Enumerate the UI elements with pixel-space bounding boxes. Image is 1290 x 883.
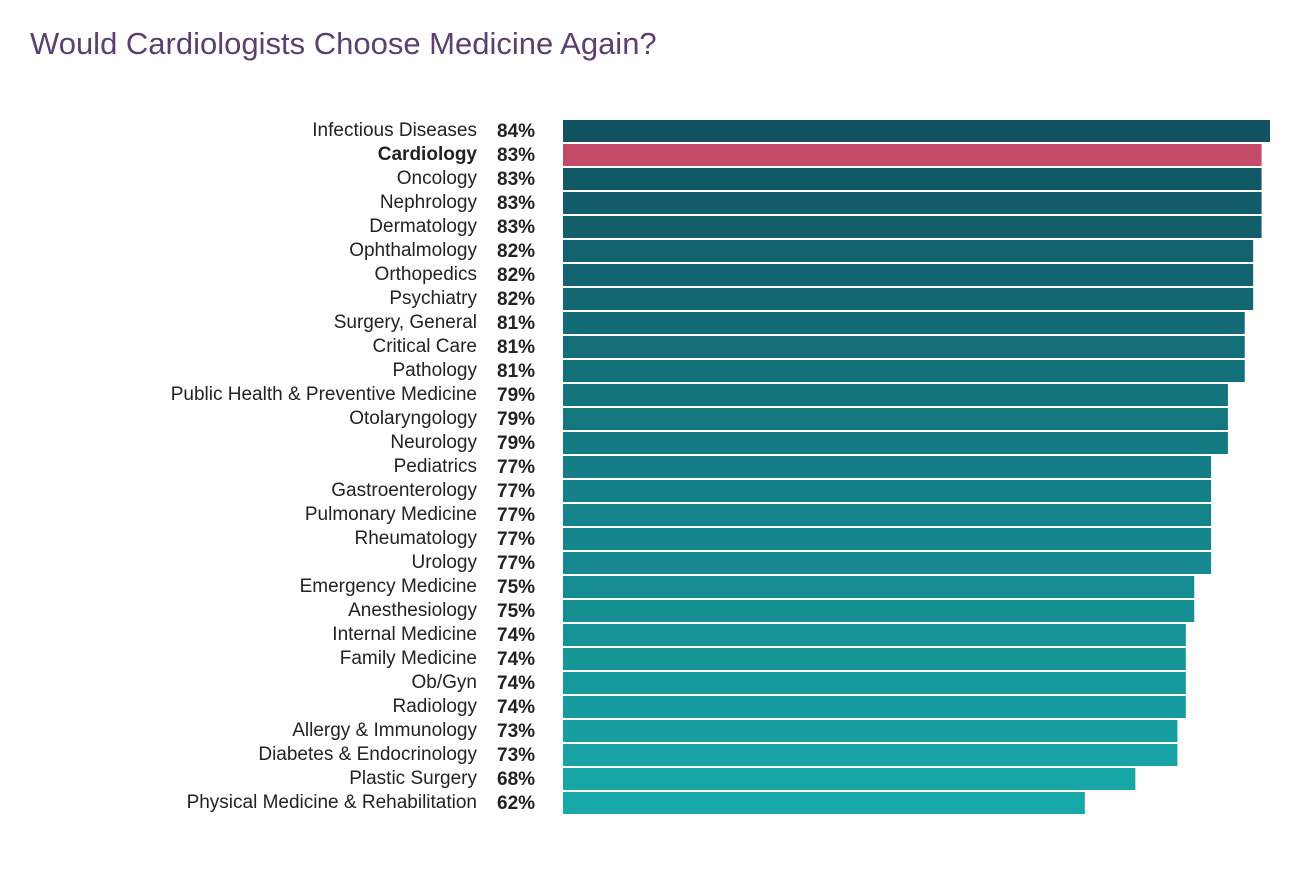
- value-label: 77%: [497, 481, 535, 502]
- value-label: 68%: [497, 769, 535, 790]
- bar: [563, 384, 1228, 406]
- value-label: 82%: [497, 265, 535, 286]
- value-label: 81%: [497, 337, 535, 358]
- bar: [563, 312, 1245, 334]
- bar: [563, 456, 1212, 478]
- category-label: Emergency Medicine: [300, 576, 477, 597]
- category-label: Pulmonary Medicine: [305, 504, 477, 525]
- category-label: Ophthalmology: [349, 240, 477, 261]
- bar: [563, 696, 1186, 718]
- value-label: 77%: [497, 505, 535, 526]
- bar: [563, 720, 1178, 742]
- bar: [563, 648, 1186, 670]
- category-label: Radiology: [393, 696, 478, 717]
- category-label: Otolaryngology: [349, 408, 477, 429]
- bar: [563, 120, 1270, 142]
- bar: [563, 792, 1085, 814]
- value-label: 79%: [497, 409, 535, 430]
- bar: [563, 360, 1245, 382]
- bar: [563, 768, 1136, 790]
- category-label: Family Medicine: [340, 648, 477, 669]
- category-label: Gastroenterology: [331, 480, 477, 501]
- category-label: Diabetes & Endocrinology: [258, 744, 477, 765]
- value-label: 77%: [497, 553, 535, 574]
- bar: [563, 192, 1262, 214]
- category-label: Physical Medicine & Rehabilitation: [187, 792, 477, 813]
- bar: [563, 216, 1262, 238]
- value-label: 75%: [497, 577, 535, 598]
- bar: [563, 288, 1254, 310]
- bar: [563, 432, 1228, 454]
- category-label: Plastic Surgery: [349, 768, 477, 789]
- category-label: Psychiatry: [389, 288, 477, 309]
- bar: [563, 672, 1186, 694]
- category-label: Public Health & Preventive Medicine: [171, 384, 477, 405]
- value-label: 62%: [497, 793, 535, 814]
- category-label: Dermatology: [369, 216, 477, 237]
- category-label: Cardiology: [378, 144, 478, 165]
- bar: [563, 240, 1254, 262]
- bar: [563, 552, 1212, 574]
- chart-title: Would Cardiologists Choose Medicine Agai…: [30, 26, 657, 61]
- value-label: 83%: [497, 217, 535, 238]
- category-label: Pathology: [392, 360, 477, 381]
- bar: [563, 744, 1178, 766]
- value-label: 77%: [497, 529, 535, 550]
- bar: [563, 336, 1245, 358]
- value-label: 74%: [497, 625, 535, 646]
- value-label: 81%: [497, 313, 535, 334]
- category-label: Nephrology: [380, 192, 478, 213]
- category-label: Rheumatology: [354, 528, 477, 549]
- bar: [563, 408, 1228, 430]
- value-label: 77%: [497, 457, 535, 478]
- bar: [563, 144, 1262, 166]
- bar: [563, 168, 1262, 190]
- value-label: 75%: [497, 601, 535, 622]
- category-label: Oncology: [397, 168, 478, 189]
- value-label: 74%: [497, 697, 535, 718]
- value-label: 79%: [497, 433, 535, 454]
- category-label: Allergy & Immunology: [292, 720, 477, 741]
- value-label: 81%: [497, 361, 535, 382]
- value-label: 74%: [497, 673, 535, 694]
- value-label: 82%: [497, 241, 535, 262]
- value-label: 73%: [497, 721, 535, 742]
- bar: [563, 528, 1212, 550]
- value-label: 84%: [497, 121, 535, 142]
- category-label: Orthopedics: [375, 264, 477, 285]
- value-label: 83%: [497, 193, 535, 214]
- category-label: Urology: [412, 552, 478, 573]
- category-label: Surgery, General: [334, 312, 477, 333]
- category-label: Critical Care: [372, 336, 477, 357]
- value-label: 79%: [497, 385, 535, 406]
- category-label: Infectious Diseases: [312, 120, 477, 141]
- category-label: Anesthesiology: [348, 600, 477, 621]
- bar: [563, 480, 1212, 502]
- bar: [563, 264, 1254, 286]
- value-label: 74%: [497, 649, 535, 670]
- bar: [563, 504, 1212, 526]
- category-label: Pediatrics: [394, 456, 477, 477]
- category-label: Neurology: [390, 432, 477, 453]
- category-label: Internal Medicine: [332, 624, 477, 645]
- value-label: 73%: [497, 745, 535, 766]
- bar: [563, 624, 1186, 646]
- bar: [563, 600, 1195, 622]
- bar: [563, 576, 1195, 598]
- value-label: 82%: [497, 289, 535, 310]
- category-label: Ob/Gyn: [412, 672, 477, 693]
- value-label: 83%: [497, 145, 535, 166]
- value-label: 83%: [497, 169, 535, 190]
